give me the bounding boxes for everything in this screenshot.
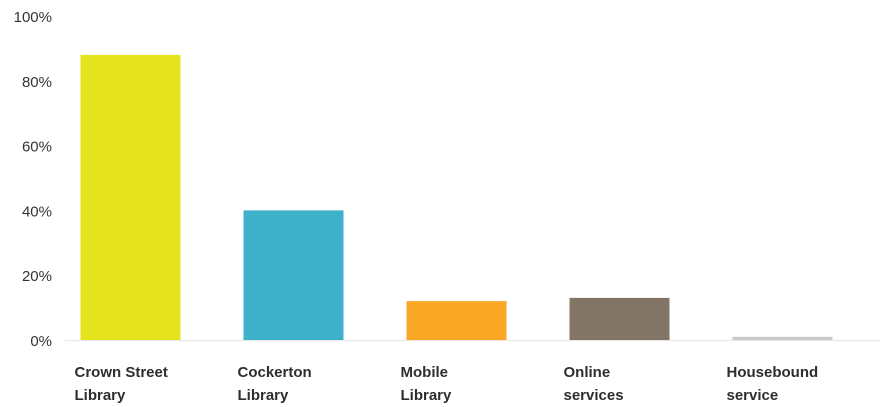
bar <box>569 297 670 340</box>
bar <box>732 336 833 340</box>
x-tick-label-line: Housebound <box>727 364 819 381</box>
y-tick-label: 60% <box>22 139 52 156</box>
y-tick-label: 20% <box>22 268 52 285</box>
bar <box>80 54 181 341</box>
y-tick-label: 80% <box>22 74 52 91</box>
x-tick-label-line: Mobile <box>401 364 449 381</box>
x-tick-label: Online services <box>564 364 624 404</box>
bar <box>406 301 507 340</box>
y-tick-label: 100% <box>14 9 52 26</box>
x-tick-label-line: Library <box>238 387 290 404</box>
y-tick-label: 40% <box>22 203 52 220</box>
x-tick-label: Housebound service <box>727 364 819 404</box>
x-tick-label-line: Library <box>75 387 127 404</box>
y-axis: 0% 20% 40% 60% 80% 100% <box>14 9 52 350</box>
x-tick-label-line: Library <box>401 387 453 404</box>
x-tick-label-line: Online <box>564 364 611 381</box>
x-tick-label: Crown Street Library <box>75 364 168 404</box>
x-tick-label-line: Crown Street <box>75 364 168 381</box>
x-tick-label-line: Cockerton <box>238 364 312 381</box>
x-tick-label: Mobile Library <box>401 364 453 404</box>
x-tick-label-line: services <box>564 387 624 404</box>
y-tick-label: 0% <box>30 333 52 350</box>
x-tick-label: Cockerton Library <box>238 364 312 404</box>
bar <box>243 210 344 340</box>
x-tick-label-line: service <box>727 387 779 404</box>
bars-group <box>80 54 833 341</box>
